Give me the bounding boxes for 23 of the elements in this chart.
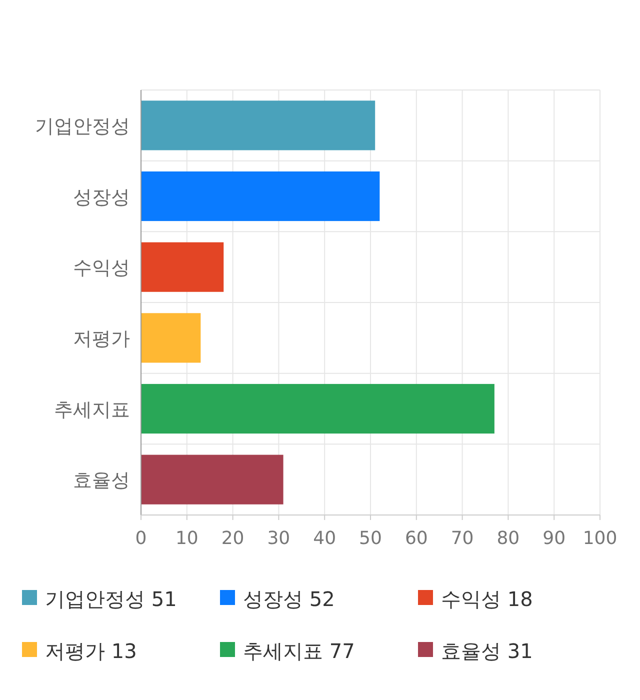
x-tick-label: 90 [542,528,566,549]
x-tick-label: 20 [221,528,244,549]
x-tick-label: 100 [582,528,618,549]
legend-label: 효율성 31 [441,639,533,663]
legend-label: 저평가 13 [45,639,137,663]
legend-label: 성장성 52 [243,587,335,611]
x-tick-label: 30 [267,528,290,549]
x-tick-label: 50 [359,528,382,549]
legend-label: 수익성 18 [441,587,533,611]
y-tick-label: 효율성 [73,470,130,492]
y-tick-label: 저평가 [73,328,130,350]
x-tick-label: 40 [313,528,336,549]
y-tick-label: 수익성 [73,257,130,280]
y-tick-label: 추세지표 [54,398,130,421]
x-tick-label: 10 [175,528,198,549]
y-tick-label: 기업안정성 [35,115,130,138]
legend-label: 기업안정성 51 [45,587,177,611]
x-tick-label: 0 [135,528,147,549]
x-tick-label: 70 [450,528,474,549]
x-tick-label: 80 [496,528,520,549]
legend-label: 추세지표 77 [243,639,355,663]
y-tick-label: 성장성 [73,186,130,208]
x-tick-label: 60 [404,528,428,549]
